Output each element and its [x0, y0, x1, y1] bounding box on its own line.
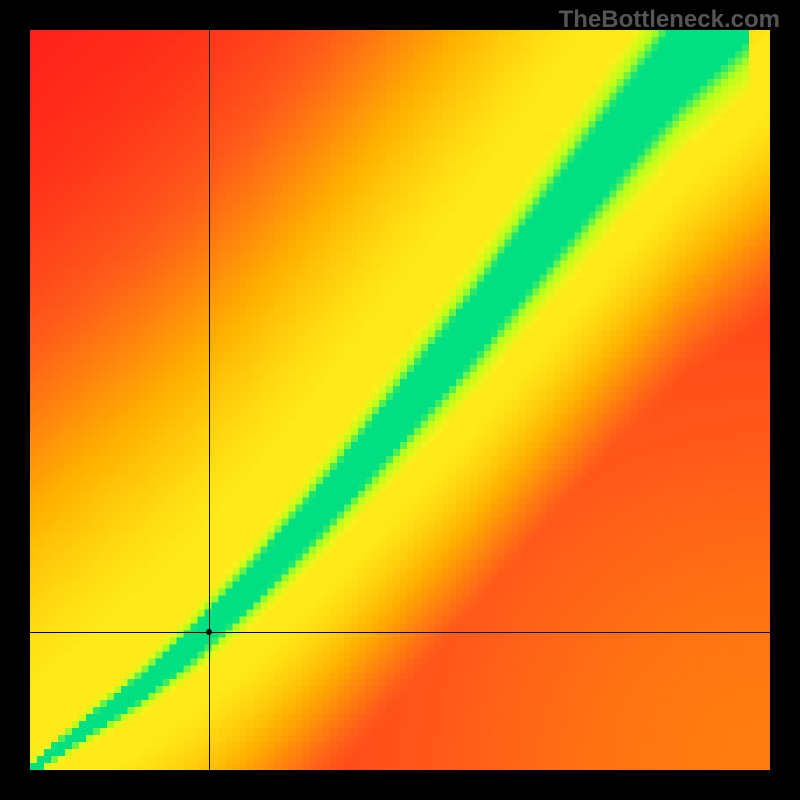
crosshair-horizontal	[30, 632, 770, 633]
heatmap-plot-area	[30, 30, 770, 770]
chart-root: TheBottleneck.com	[0, 0, 800, 800]
heatmap-canvas	[30, 30, 770, 770]
crosshair-marker	[206, 629, 212, 635]
crosshair-vertical	[209, 30, 210, 770]
watermark-text: TheBottleneck.com	[559, 6, 780, 34]
